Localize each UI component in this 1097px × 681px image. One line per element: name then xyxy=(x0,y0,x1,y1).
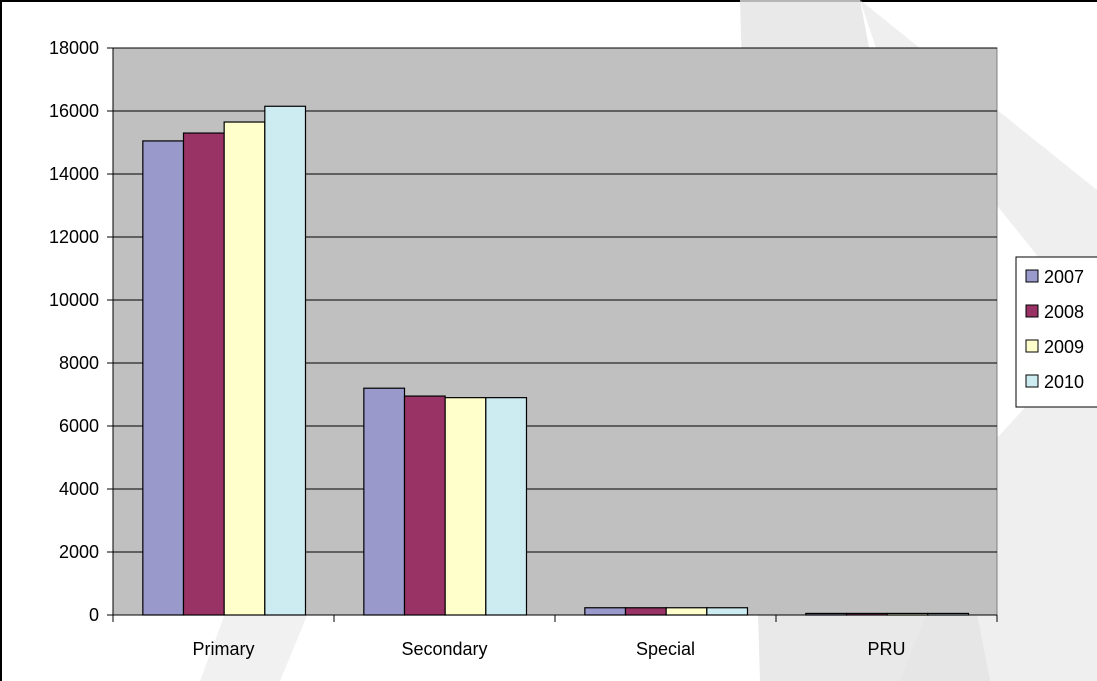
legend-label: 2007 xyxy=(1044,267,1084,287)
category-label: Primary xyxy=(193,639,255,659)
category-label: Secondary xyxy=(401,639,487,659)
legend-swatch-2007 xyxy=(1025,269,1039,283)
x-axis-category-labels: Primary Secondary Special PRU xyxy=(193,639,906,659)
y-axis-tick-labels: 0 2000 4000 6000 8000 10000 12000 14000 16000 180… xyxy=(49,38,99,625)
y-tick-label: 14000 xyxy=(49,164,99,184)
bars xyxy=(142,105,970,616)
bar-primary-2009 xyxy=(223,121,266,616)
bar-special-2009 xyxy=(665,607,708,616)
legend-label: 2009 xyxy=(1044,337,1084,357)
axes xyxy=(107,47,998,622)
y-tick-label: 0 xyxy=(89,605,99,625)
bar-secondary-2010 xyxy=(485,397,528,616)
y-tick-label: 4000 xyxy=(59,479,99,499)
legend-label: 2010 xyxy=(1044,372,1084,392)
category-label: Special xyxy=(636,639,695,659)
y-tick-label: 18000 xyxy=(49,38,99,58)
y-tick-label: 6000 xyxy=(59,416,99,436)
y-tick-label: 16000 xyxy=(49,101,99,121)
bar-special-2007 xyxy=(584,607,627,616)
legend: 2007 2008 2009 2010 xyxy=(1015,256,1097,408)
category-label: PRU xyxy=(867,639,905,659)
legend-label: 2008 xyxy=(1044,302,1084,322)
legend-swatch-2009 xyxy=(1025,339,1039,353)
bar-special-2010 xyxy=(706,607,749,616)
y-tick-label: 10000 xyxy=(49,290,99,310)
y-tick-label: 8000 xyxy=(59,353,99,373)
bar-secondary-2009 xyxy=(444,397,487,616)
y-tick-label: 12000 xyxy=(49,227,99,247)
bar-special-2008 xyxy=(624,607,667,616)
bar-primary-2008 xyxy=(182,132,225,616)
bar-primary-2007 xyxy=(142,140,185,616)
y-tick-label: 2000 xyxy=(59,542,99,562)
bar-primary-2010 xyxy=(264,105,307,616)
bar-secondary-2008 xyxy=(403,395,446,616)
bar-secondary-2007 xyxy=(363,387,406,616)
legend-swatch-2010 xyxy=(1025,374,1039,388)
legend-swatch-2008 xyxy=(1025,304,1039,318)
